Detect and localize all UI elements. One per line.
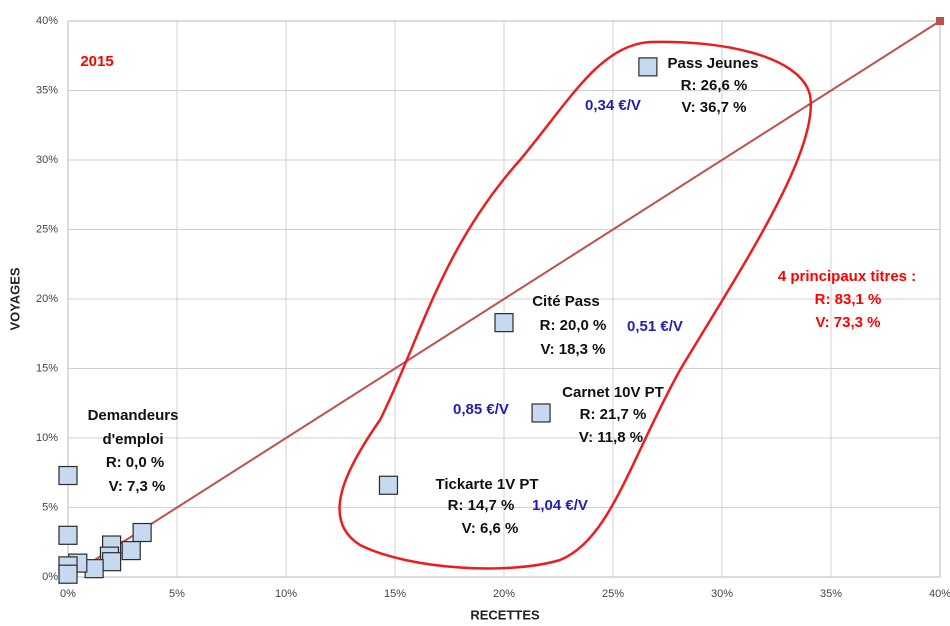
x-tick-label: 30% xyxy=(711,588,733,600)
x-tick-label: 10% xyxy=(275,588,297,600)
points xyxy=(58,57,658,584)
point xyxy=(494,313,514,333)
annotation: 4 principaux titres : xyxy=(778,268,916,285)
x-tick-label: 20% xyxy=(493,588,515,600)
annotation: R: 21,7 % xyxy=(580,406,647,423)
annotation: Tickarte 1V PT xyxy=(435,476,538,493)
y-tick-label: 5% xyxy=(42,501,58,513)
y-axis-label: VOYAGES xyxy=(7,267,22,330)
x-tick-label: 15% xyxy=(384,588,406,600)
point xyxy=(121,540,141,561)
x-tick-label: 35% xyxy=(820,588,842,600)
annotation: Pass Jeunes xyxy=(668,55,759,72)
annotation: Carnet 10V PT xyxy=(562,384,664,401)
annotation: Demandeurs xyxy=(88,407,179,424)
annotations: 2015 Pass Jeunes R: 26,6 % V: 36,7 % 0,34 €/… xyxy=(80,53,916,537)
annotation: d'emploi xyxy=(102,431,163,448)
y-tick-label: 10% xyxy=(36,432,58,444)
point xyxy=(132,522,152,543)
plot-border xyxy=(67,20,941,578)
annotation: 2015 xyxy=(80,53,113,70)
x-tick-label: 40% xyxy=(929,588,950,600)
x-axis-label: RECETTES xyxy=(470,607,540,622)
y-tick-label: 35% xyxy=(36,84,58,96)
annotation: 0,51 €/V xyxy=(627,318,683,335)
y-tick-label: 25% xyxy=(36,223,58,235)
annotation: R: 14,7 % xyxy=(448,497,515,514)
annotation: V: 73,3 % xyxy=(815,314,880,331)
point xyxy=(378,475,399,495)
highlight-ellipse xyxy=(338,40,813,570)
point xyxy=(58,465,78,486)
annotation: V: 6,6 % xyxy=(462,520,519,537)
point xyxy=(101,552,122,572)
y-tick-label: 20% xyxy=(36,293,58,305)
annotation: R: 20,0 % xyxy=(540,317,607,334)
y-tick-label: 30% xyxy=(36,154,58,166)
x-tick-label: 5% xyxy=(169,588,185,600)
grid: 0% 5% 10% 15% 20% 25% 30% 35% 40% 0% 5% 10% 15% 20% 25… xyxy=(36,15,950,600)
point xyxy=(638,57,658,77)
x-tick-label: 0% xyxy=(60,588,76,600)
x-tick-label: 25% xyxy=(602,588,624,600)
point xyxy=(58,525,78,545)
annotation: R: 26,6 % xyxy=(681,77,748,94)
point xyxy=(84,559,104,579)
annotation: 0,85 €/V xyxy=(453,401,509,418)
point xyxy=(58,564,78,584)
point xyxy=(531,403,551,423)
annotation: 0,34 €/V xyxy=(585,97,641,114)
y-tick-label: 15% xyxy=(36,362,58,374)
annotation: V: 36,7 % xyxy=(681,99,746,116)
annotation: Cité Pass xyxy=(532,293,600,310)
annotation: V: 7,3 % xyxy=(109,478,166,495)
annotation: R: 83,1 % xyxy=(815,291,882,308)
reference-line-end xyxy=(936,17,944,25)
annotation: 1,04 €/V xyxy=(532,497,588,514)
y-tick-label: 40% xyxy=(36,15,58,27)
y-tick-label: 0% xyxy=(42,571,58,583)
annotation: R: 0,0 % xyxy=(106,454,164,471)
annotation: V: 18,3 % xyxy=(540,341,605,358)
annotation: V: 11,8 % xyxy=(579,429,643,446)
reference-line-group xyxy=(67,17,944,578)
reference-line xyxy=(67,20,941,578)
